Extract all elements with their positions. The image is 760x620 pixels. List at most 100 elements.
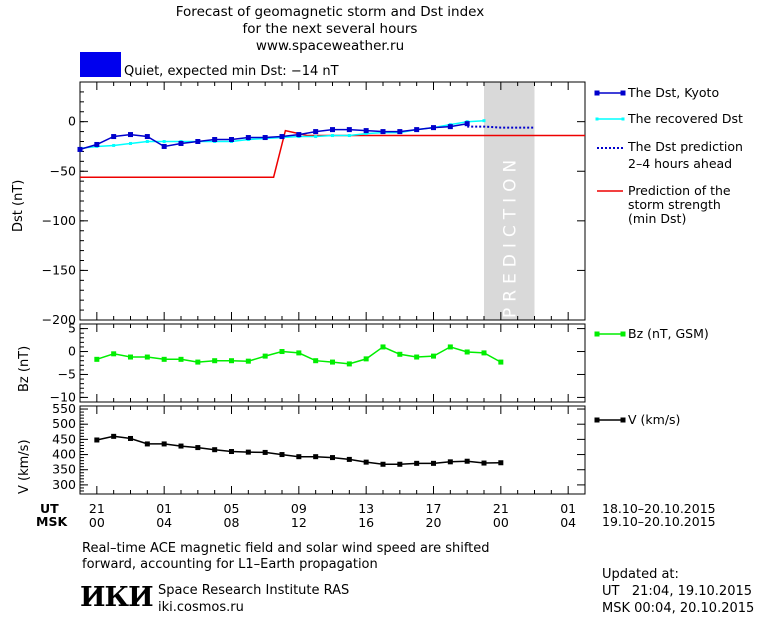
kyoto-dst-point xyxy=(245,135,251,141)
recovered-dst-point xyxy=(145,140,149,143)
recovered-dst-point xyxy=(364,132,368,136)
recovered-dst-point xyxy=(129,141,132,145)
kyoto-dst-point xyxy=(178,140,184,146)
ut-tick-label: 05 xyxy=(224,501,240,516)
legend-recovered-marker xyxy=(621,117,625,121)
v-point xyxy=(262,449,268,455)
kyoto-dst-point xyxy=(212,137,218,143)
v-point xyxy=(464,458,470,464)
recovered-dst-point xyxy=(162,140,166,143)
updated-label: Updated at: xyxy=(602,567,679,582)
v-point xyxy=(397,461,403,467)
storm-line xyxy=(80,129,585,178)
recovered-dst-point xyxy=(482,119,486,123)
v-point xyxy=(161,441,167,447)
legend-storm-line3: (min Dst) xyxy=(628,211,687,226)
ut-label: UT xyxy=(40,501,59,516)
prediction-label: PREDICTION xyxy=(500,154,520,318)
v-point xyxy=(330,455,335,461)
ytick-label: 0 xyxy=(68,114,76,129)
legend-storm: Prediction of the storm strength (min Ds… xyxy=(628,184,731,226)
bz-point xyxy=(414,354,420,360)
recovered-dst-point xyxy=(331,134,334,138)
recovered-dst-point xyxy=(112,143,116,147)
bz-point xyxy=(144,354,150,360)
ut-date-range: 18.10–20.10.2015 xyxy=(602,501,716,516)
status-text: Quiet, expected min Dst: −14 nT xyxy=(124,64,339,79)
bz-point xyxy=(229,358,234,364)
kyoto-dst-point xyxy=(279,134,285,140)
footer-note: Real–time ACE magnetic field and solar w… xyxy=(82,541,490,573)
recovered-dst-point xyxy=(314,135,318,139)
msk-tick-label: 16 xyxy=(358,515,374,530)
v-point xyxy=(229,449,234,455)
institute-site[interactable]: iki.cosmos.ru xyxy=(158,600,244,615)
v-point xyxy=(431,460,436,466)
ytick-label: 5 xyxy=(68,321,76,336)
ut-tick-label: 21 xyxy=(493,501,509,516)
v-point xyxy=(212,447,218,453)
v-point xyxy=(313,454,319,460)
v-point xyxy=(195,445,201,451)
bz-point xyxy=(262,353,268,359)
msk-tick-label: 00 xyxy=(89,515,105,530)
v-point xyxy=(111,433,117,439)
kyoto-dst-point xyxy=(464,121,470,127)
ytick-label: 400 xyxy=(52,447,76,462)
msk-tick-label: 00 xyxy=(493,515,509,530)
footer-note-line1: Real–time ACE magnetic field and solar w… xyxy=(82,541,490,556)
v-point xyxy=(144,441,150,447)
bz-point xyxy=(279,349,285,355)
kyoto-dst-point xyxy=(262,135,268,141)
updated-msk: MSK 00:04, 20.10.2015 xyxy=(602,601,755,616)
kyoto-dst-point xyxy=(111,134,117,140)
bz-point xyxy=(128,354,133,360)
kyoto-dst-point xyxy=(128,132,133,138)
v-point xyxy=(94,437,100,443)
legend-dst-prediction-line1: The Dst prediction xyxy=(628,139,743,154)
ytick-label: −150 xyxy=(42,262,76,277)
v-point xyxy=(380,461,386,467)
legend-dst-prediction-line2: 2–4 hours ahead xyxy=(628,156,733,171)
ut-tick-label: 13 xyxy=(358,501,374,516)
bz-point xyxy=(178,356,184,362)
title-line-3: www.spaceweather.ru xyxy=(255,38,405,54)
legend-v-marker xyxy=(620,417,626,423)
v-point xyxy=(279,452,285,458)
bz-point xyxy=(195,359,201,365)
ut-tick-label: 17 xyxy=(426,501,442,516)
prediction-band xyxy=(484,82,535,320)
v-point xyxy=(363,459,369,465)
bz-point xyxy=(313,358,319,364)
kyoto-dst-point xyxy=(397,129,403,135)
legend-bz-marker xyxy=(594,331,600,337)
chart-title: Forecast of geomagnetic storm and Dst in… xyxy=(0,4,660,55)
v-point xyxy=(346,456,352,462)
institute-name: Space Research Institute RAS xyxy=(158,583,350,598)
ytick-label: −200 xyxy=(42,312,76,327)
updated-ut: UT 21:04, 19.10.2015 xyxy=(602,584,753,599)
ytick-label: −5 xyxy=(58,366,76,381)
kyoto-dst-point xyxy=(77,146,83,152)
legend-v: V (km/s) xyxy=(628,412,681,427)
dst-prediction-line xyxy=(467,125,535,129)
ytick-label: −100 xyxy=(42,213,76,228)
legend-kyoto-marker xyxy=(594,90,600,96)
ytick-label: 550 xyxy=(52,401,76,416)
ytick-label: 500 xyxy=(52,416,76,431)
bz-point xyxy=(346,361,352,367)
kyoto-dst-point xyxy=(144,134,150,140)
msk-date-range: 19.10–20.10.2015 xyxy=(602,514,716,529)
ut-tick-label: 01 xyxy=(156,501,172,516)
ytick-label: 300 xyxy=(52,477,76,492)
kyoto-dst-line xyxy=(79,122,468,151)
legend-storm-line2: storm strength xyxy=(628,197,721,212)
bz-point xyxy=(212,358,218,364)
msk-tick-label: 04 xyxy=(156,515,172,530)
bz-point xyxy=(161,356,167,362)
bz-point xyxy=(447,344,453,350)
ytick-label: 350 xyxy=(52,462,76,477)
kyoto-dst-point xyxy=(195,139,201,144)
kyoto-dst-point xyxy=(346,127,352,133)
